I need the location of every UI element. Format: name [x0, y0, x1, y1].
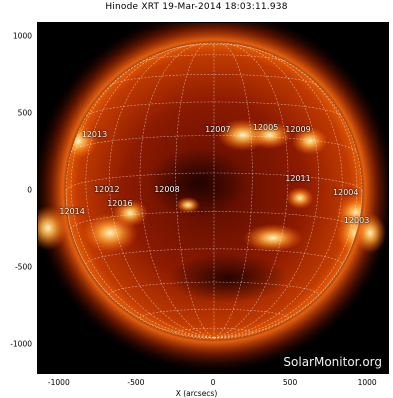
active-region-label: 12009 [285, 125, 311, 135]
x-axis-label: X (arcsecs) [175, 389, 218, 398]
x-tick-label: 1000 [357, 378, 377, 387]
active-region-label: 12013 [81, 129, 108, 139]
active-region-label: 12012 [94, 185, 120, 195]
heliographic-grid [65, 42, 363, 340]
active-region-label: 12003 [343, 216, 370, 226]
x-tick-label: 500 [282, 378, 298, 387]
active-region-label: 12011 [285, 174, 311, 184]
active-region-label: 12016 [107, 199, 133, 209]
y-tick-label: 500 [17, 108, 32, 118]
x-tick-label: -1000 [47, 378, 70, 387]
y-tick-label: 1000 [12, 31, 32, 41]
active-region-label: 12014 [59, 206, 85, 216]
active-region-label: 12004 [333, 188, 359, 198]
x-tick-label: 0 [210, 378, 216, 387]
sun-disk-image [38, 23, 388, 373]
active-region-label: 12005 [252, 122, 279, 132]
y-tick-label: -1000 [10, 339, 32, 349]
watermark-logo: SolarMonitor.org [283, 355, 382, 369]
active-region-label: 12008 [154, 185, 180, 195]
active-region-label: 12007 [205, 125, 231, 135]
image-title: Hinode XRT 19-Mar-2014 18:03:11.938 [105, 2, 288, 12]
solar-image-panel[interactable]: 12013 12007 12005 12009 12012 12008 12011 12004… [37, 22, 389, 374]
y-tick-label: 0 [27, 185, 32, 195]
disk-features [66, 119, 362, 303]
x-tick-label: -500 [127, 378, 145, 387]
y-tick-label: -500 [14, 262, 32, 272]
